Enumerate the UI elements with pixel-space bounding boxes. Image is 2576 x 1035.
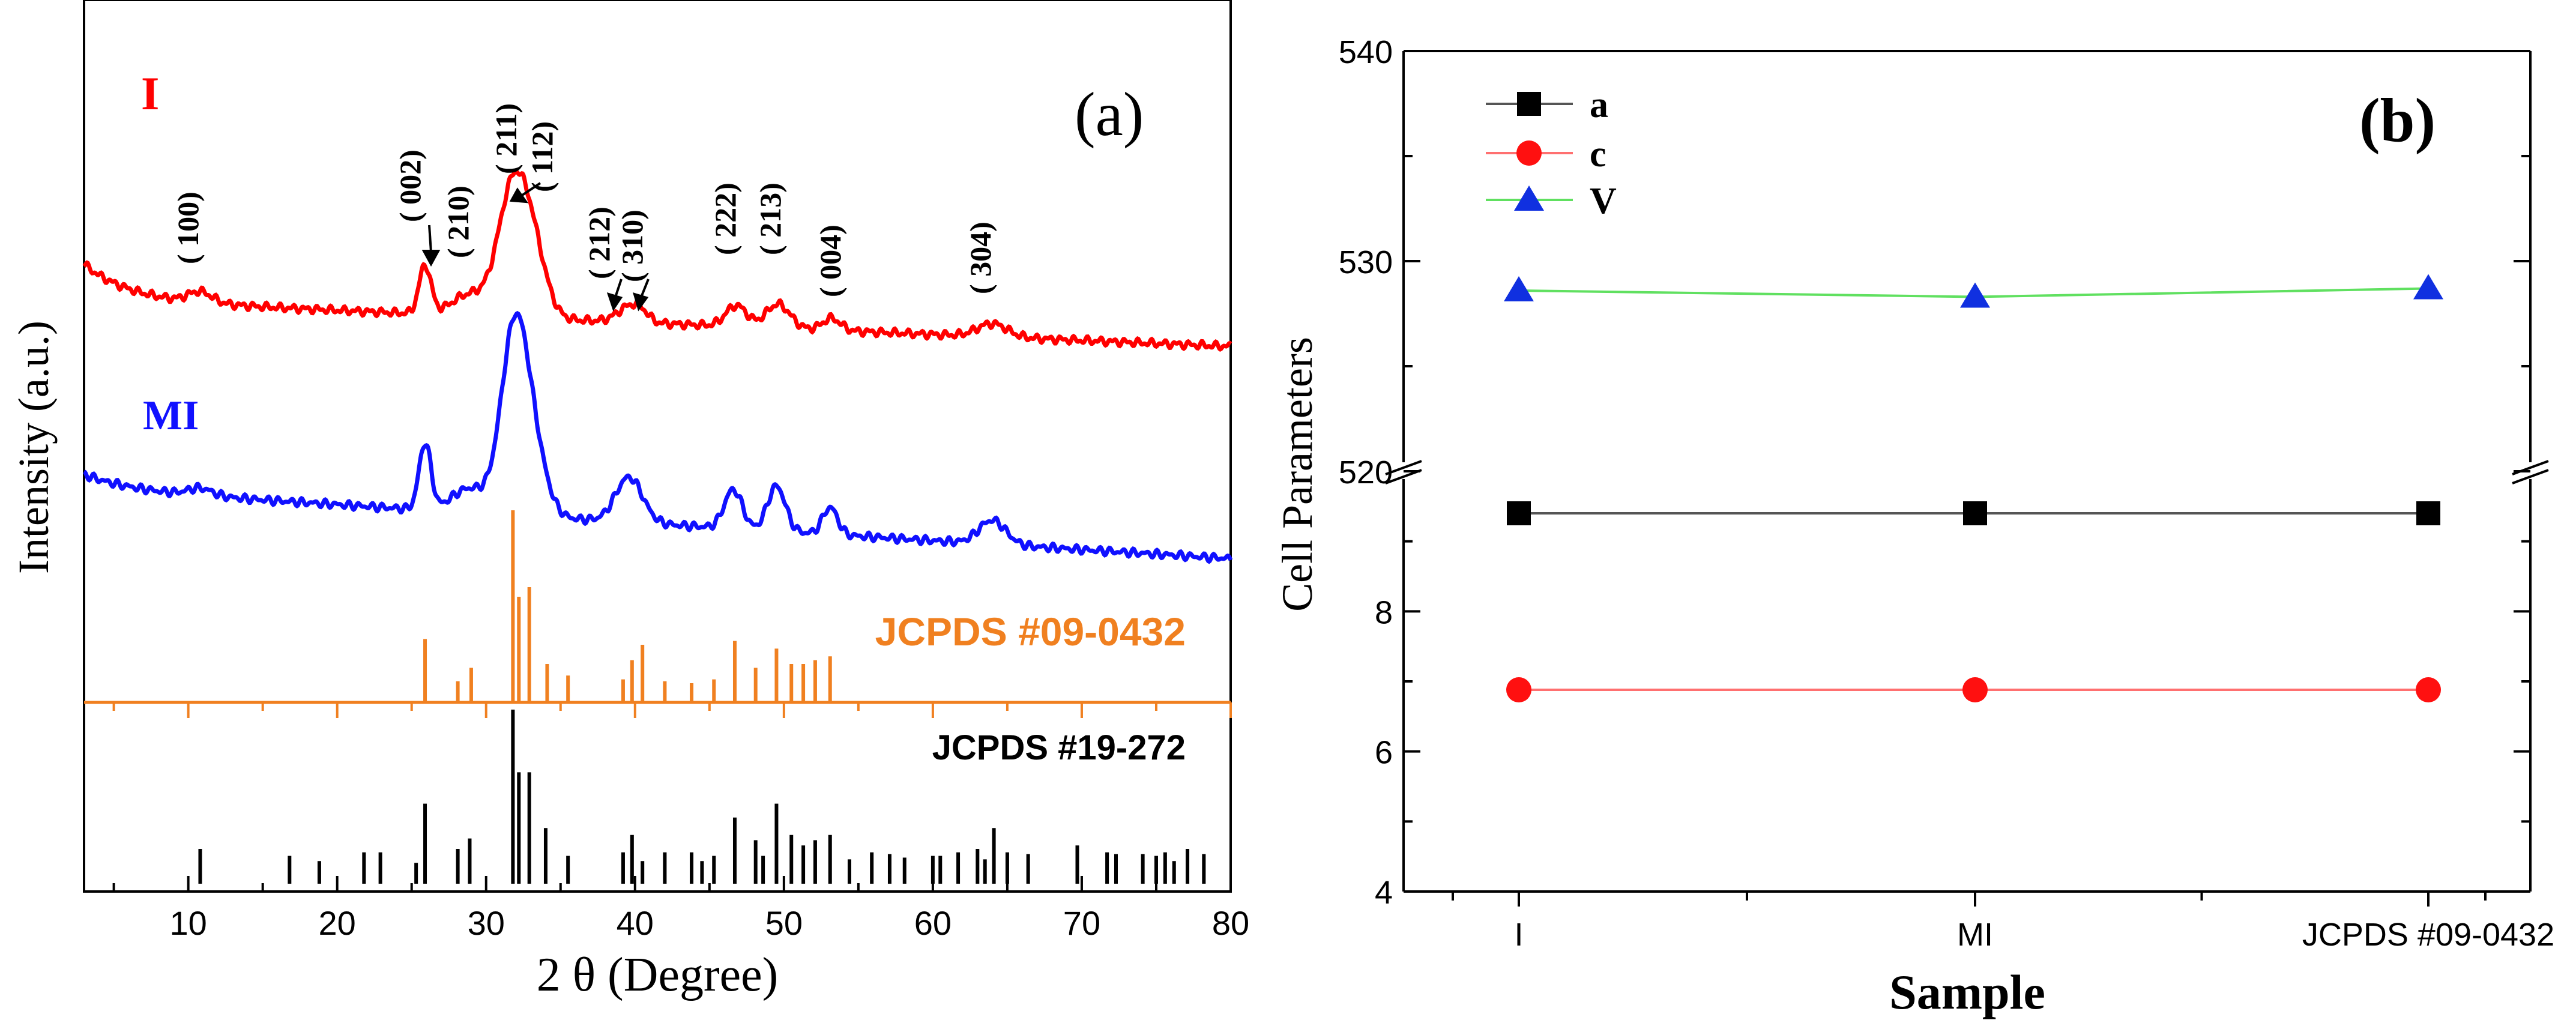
y-tick-520-label: 520 [1339, 454, 1393, 490]
panel-a-x-tick-labels: 10 20 30 40 50 60 70 80 [169, 904, 1249, 942]
panel-b-legend: acV [1486, 85, 1617, 222]
y-tick-6-label: 6 [1375, 735, 1393, 771]
panel-a-x-axis-title: 2 θ (Degree) [537, 949, 779, 1001]
xrd-curve-i [82, 169, 1232, 352]
legend-label-a: a [1590, 85, 1608, 125]
y-tick-530-label: 530 [1339, 244, 1393, 280]
x-tick-label-mi: MI [1957, 917, 1993, 953]
arrow-212-head [606, 292, 623, 312]
arrow-002 [428, 225, 432, 253]
axis-break-right-2 [2512, 469, 2549, 484]
series-c [1506, 677, 2441, 702]
x-tick-label-30: 30 [468, 904, 505, 942]
panel-a-xrd: 10 20 30 40 50 60 70 80 ( 100) ( 002) ( 210) ( 211… [10, 0, 1249, 1001]
axis-break-left-1 [1385, 460, 1422, 475]
legend-marker-v [1514, 186, 1544, 211]
legend-marker-c [1516, 140, 1542, 166]
x-tick-label-60: 60 [914, 904, 952, 942]
y-tick-4-label: 4 [1375, 875, 1393, 911]
panel-b-cell-parameters: 520 530 540 4 6 8 I MI JCPDS #09-0432 acV (b) S… [1273, 34, 2554, 1019]
series-point-c-mi [1962, 677, 1988, 702]
panel-a-frame [83, 0, 1232, 893]
series-v [1504, 274, 2443, 308]
reference-pattern-jcpds-09-0432 [84, 510, 1232, 718]
panel-a-y-axis-title: Intensity (a.u.) [10, 321, 58, 574]
peak-label-112: ( 112) [525, 121, 559, 192]
series-point-c-i [1506, 677, 1531, 702]
panel-a-label: (a) [1075, 80, 1144, 149]
peak-label-212: ( 212) [582, 207, 616, 279]
reference-pattern-jcpds-19-272 [198, 710, 1206, 884]
y-tick-540-label: 540 [1339, 34, 1393, 70]
peak-label-210: ( 210) [441, 186, 475, 258]
panel-b-x-axis-title: Sample [1889, 965, 2045, 1019]
arrow-212 [614, 279, 623, 298]
series-point-v-jcpds-09-0432 [2413, 274, 2443, 300]
peak-label-304: ( 304) [964, 222, 997, 294]
series-point-c-jcpds-09-0432 [2416, 677, 2441, 702]
arrow-310-head [633, 292, 649, 312]
reference-label-19-272: JCPDS #19-272 [932, 728, 1186, 767]
legend-label-c: c [1590, 134, 1606, 175]
legend-label-v: V [1590, 181, 1617, 222]
series-point-v-mi [1960, 282, 1990, 308]
x-tick-label-80: 80 [1212, 904, 1249, 942]
peak-label-100: ( 100) [171, 192, 205, 264]
peak-label-002: ( 002) [393, 149, 427, 222]
panel-b-series [1504, 274, 2443, 702]
panel-b-x-tick-labels: I MI JCPDS #09-0432 [1514, 917, 2554, 953]
x-tick-label-jcpds-09-0432: JCPDS #09-0432 [2302, 917, 2554, 953]
series-a [1507, 501, 2440, 525]
arrow-002-head [421, 250, 441, 267]
panel-a-peak-arrows [421, 182, 650, 312]
series-label-MI: MI [143, 393, 199, 439]
x-tick-label-40: 40 [617, 904, 654, 942]
peak-label-222: ( 222) [708, 183, 742, 255]
arrow-310 [640, 279, 650, 298]
panel-b-y-ticks [1404, 50, 2530, 893]
arrow-211 [521, 182, 541, 196]
arrow-211-head [509, 187, 529, 204]
panel-a-reference-patterns [84, 510, 1232, 884]
panel-b-y-tick-labels: 520 530 540 4 6 8 [1339, 34, 1393, 911]
peak-label-213: ( 213) [753, 183, 787, 255]
series-point-a-jcpds-09-0432 [2416, 501, 2440, 525]
y-tick-8-label: 8 [1375, 594, 1393, 630]
x-tick-label-i: I [1514, 917, 1523, 953]
x-tick-label-10: 10 [169, 904, 207, 942]
legend-marker-a [1517, 92, 1541, 116]
reference-label-09-0432: JCPDS #09-0432 [875, 609, 1186, 654]
panel-b-label: (b) [2359, 86, 2436, 155]
x-tick-label-70: 70 [1063, 904, 1100, 942]
panel-a-x-ticks [112, 876, 1232, 892]
peak-label-211: ( 211) [489, 103, 523, 174]
peak-label-310: ( 310) [615, 210, 649, 282]
x-tick-label-50: 50 [765, 904, 803, 942]
panel-a-peak-labels: ( 100) ( 002) ( 210) ( 211)( 112) ( 212)( 31… [171, 103, 997, 297]
panel-b-x-ticks [1452, 892, 2487, 907]
series-point-a-mi [1963, 501, 1987, 525]
xrd-curve-mi [83, 310, 1233, 564]
series-point-v-i [1504, 276, 1534, 301]
panel-b-y-axis-title: Cell Parameters [1273, 337, 1321, 612]
x-tick-label-20: 20 [319, 904, 356, 942]
peak-label-004: ( 004) [813, 225, 847, 297]
series-label-I: I [141, 67, 159, 119]
panel-a-curves [82, 169, 1233, 564]
series-point-a-i [1507, 501, 1531, 525]
